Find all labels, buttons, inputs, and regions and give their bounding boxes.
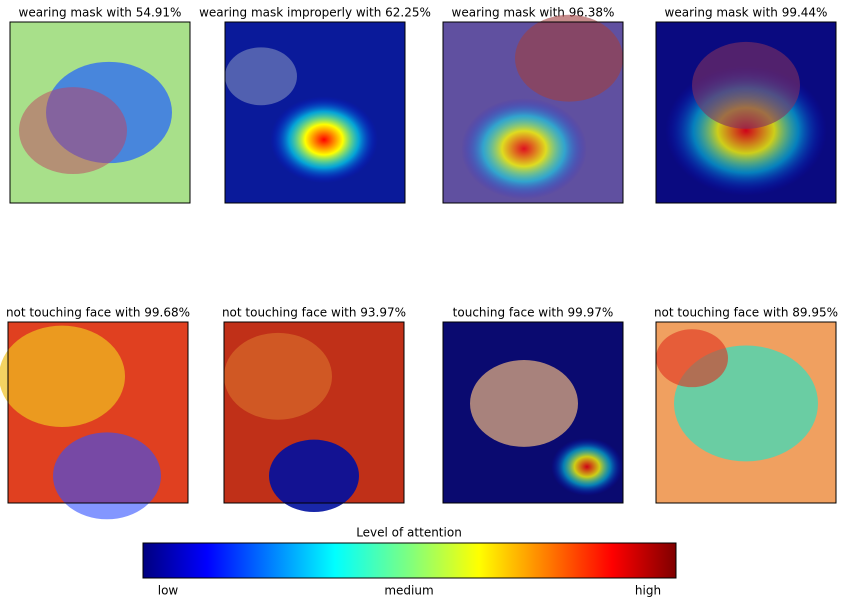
- panel: touching face with 99.97%: [442, 306, 624, 504]
- panel: not touching face with 99.68%: [0, 306, 190, 520]
- attention-region: [692, 41, 800, 129]
- image-border: [655, 321, 837, 504]
- attention-region: [656, 329, 728, 388]
- image-border: [442, 321, 624, 504]
- panel: wearing mask with 96.38%: [442, 6, 624, 204]
- panel-title: wearing mask improperly with 62.25%: [199, 6, 431, 20]
- attention-region: [19, 87, 127, 175]
- panel-title: wearing mask with 54.91%: [19, 6, 182, 20]
- colorbar-label: Level of attention: [356, 526, 462, 540]
- panel: not touching face with 93.97%: [222, 306, 406, 513]
- panel-title: wearing mask with 99.44%: [665, 6, 828, 20]
- image-border: [7, 321, 189, 504]
- attention-region: [225, 47, 297, 106]
- image-border: [442, 21, 624, 204]
- attention-region: [0, 325, 125, 427]
- panel: not touching face with 89.95%: [654, 306, 838, 504]
- attention-region: [461, 98, 587, 200]
- panel-title: not touching face with 89.95%: [654, 306, 838, 320]
- image-border: [655, 21, 837, 204]
- colorbar-tick: low: [158, 584, 179, 598]
- attention-region: [551, 437, 623, 496]
- attention-region: [470, 360, 578, 447]
- attention-region: [270, 96, 378, 184]
- colorbar-tick: medium: [384, 584, 433, 598]
- panel-title: not touching face with 99.68%: [6, 306, 190, 320]
- panel: wearing mask improperly with 62.25%: [199, 6, 431, 204]
- attention-region: [224, 332, 332, 420]
- panel-title: wearing mask with 96.38%: [452, 6, 615, 20]
- panel-title: not touching face with 93.97%: [222, 306, 406, 320]
- panels: wearing mask with 54.91% wearing mask imp…: [0, 6, 838, 520]
- image-border: [223, 321, 405, 504]
- colorbar-tick: high: [635, 584, 661, 598]
- attention-region: [515, 14, 623, 102]
- attention-region: [269, 439, 359, 513]
- colorbar: [142, 542, 677, 579]
- image-border: [9, 21, 191, 204]
- image-border: [224, 21, 406, 204]
- panel: wearing mask with 54.91%: [9, 6, 191, 204]
- panel: wearing mask with 99.44%: [655, 6, 837, 204]
- attention-region: [53, 432, 161, 520]
- panel-title: touching face with 99.97%: [453, 306, 614, 320]
